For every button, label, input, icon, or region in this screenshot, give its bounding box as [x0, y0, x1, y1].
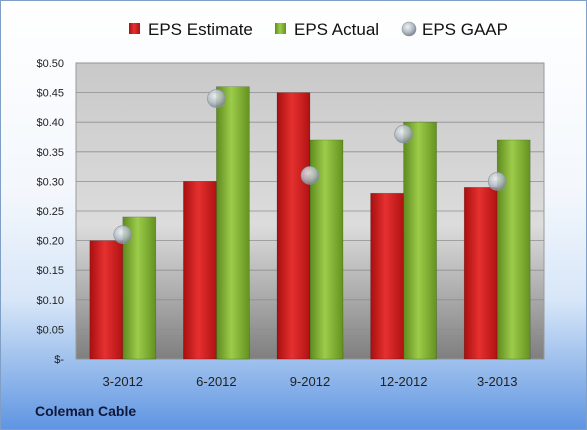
y-tick-label: $0.10 [36, 295, 64, 307]
marker-eps-gaap [207, 89, 226, 108]
y-tick-label: $0.35 [36, 147, 64, 159]
y-tick-label: $0.25 [36, 206, 64, 218]
bar-eps-actual [496, 139, 531, 360]
marker-eps-gaap [487, 172, 507, 191]
legend-swatch-eps-estimate [129, 23, 140, 34]
y-tick-label: $0.40 [36, 117, 64, 129]
company-name: Coleman Cable [35, 403, 137, 419]
bar-eps-estimate [276, 92, 311, 360]
x-tick-label: 9-2012 [290, 374, 330, 389]
bar-eps-estimate [89, 240, 124, 360]
marker-eps-gaap [113, 225, 133, 244]
bar-eps-actual [216, 86, 250, 360]
bar-eps-estimate [183, 181, 217, 360]
legend-label-eps-gaap: EPS GAAP [422, 20, 508, 39]
legend-swatch-eps-gaap [401, 21, 417, 37]
y-tick-label: $0.20 [36, 236, 64, 248]
x-tick-label: 6-2012 [196, 374, 236, 389]
marker-eps-gaap [394, 124, 413, 144]
y-tick-label: $0.30 [36, 176, 64, 188]
bar-eps-estimate [463, 187, 498, 360]
x-tick-label: 12-2012 [380, 374, 428, 389]
y-tick-label: $0.50 [36, 58, 64, 70]
legend-swatch-eps-actual [275, 23, 286, 34]
x-tick-label: 3-2013 [477, 374, 517, 389]
legend-label-eps-estimate: EPS Estimate [148, 20, 253, 39]
x-tick-label: 3-2012 [103, 374, 143, 389]
marker-eps-gaap [300, 166, 320, 185]
y-tick-label: $0.05 [36, 324, 64, 336]
y-tick-label: $- [54, 354, 64, 366]
y-tick-label: $0.15 [36, 265, 64, 277]
bar-eps-actual [403, 121, 437, 360]
y-tick-label: $0.45 [36, 88, 64, 100]
legend-label-eps-actual: EPS Actual [294, 20, 379, 39]
bar-eps-estimate [370, 192, 404, 360]
